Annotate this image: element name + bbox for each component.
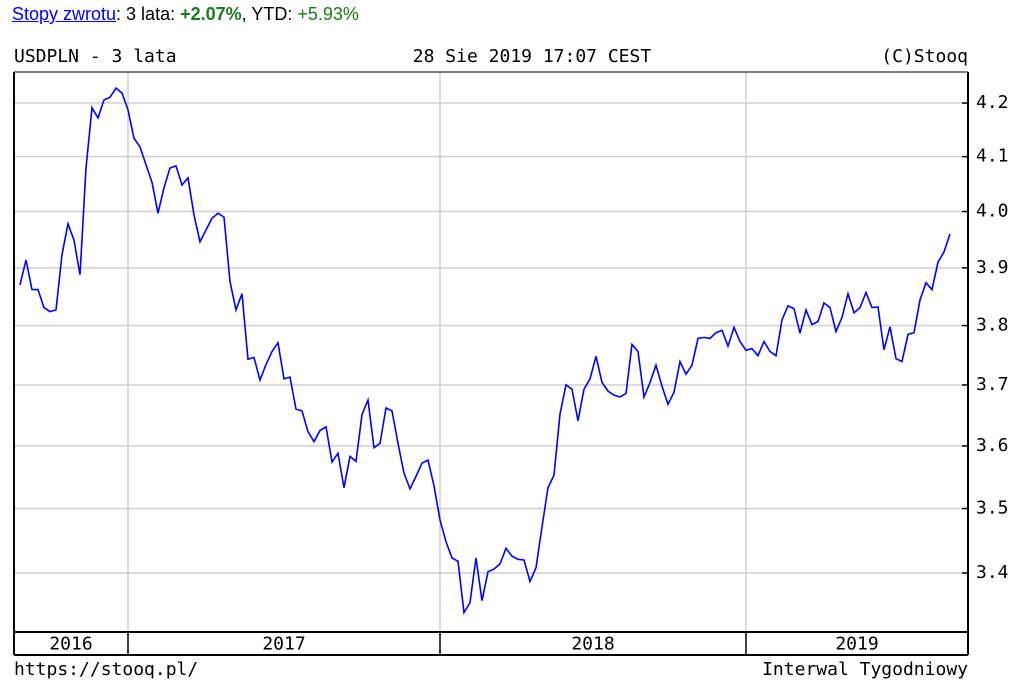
header-text: , YTD: — [241, 4, 298, 24]
copyright: (C)Stooq — [881, 46, 968, 67]
interval: Interwal Tygodniowy — [762, 659, 968, 680]
y-tick-label: 3.9 — [976, 257, 1009, 278]
y-tick-label: 3.4 — [976, 562, 1009, 583]
chart-title: USDPLN - 3 lata — [14, 46, 177, 67]
returns-link[interactable]: Stopy zwrotu — [12, 4, 117, 24]
x-tick-label: 2017 — [262, 634, 305, 655]
y-tick-label: 4.1 — [976, 146, 1009, 167]
y-tick-label: 3.5 — [976, 498, 1009, 519]
y-tick-label: 3.7 — [976, 374, 1009, 395]
header-text: : 3 lata: — [116, 4, 181, 24]
returns-header: Stopy zwrotu: 3 lata: +2.07%, YTD: +5.93… — [12, 4, 359, 25]
header-text: +2.07% — [180, 4, 242, 24]
timestamp: 28 Sie 2019 17:07 CEST — [413, 46, 652, 67]
header-text: +5.93% — [297, 4, 359, 24]
y-tick-label: 4.0 — [976, 201, 1009, 222]
source: https://stooq.pl/ — [14, 659, 198, 680]
y-tick-label: 3.8 — [976, 315, 1009, 336]
x-tick-label: 2019 — [835, 634, 878, 655]
y-tick-label: 3.6 — [976, 435, 1009, 456]
price-line — [19, 87, 951, 616]
x-tick-label: 2018 — [571, 634, 614, 655]
y-tick-label: 4.2 — [976, 92, 1009, 113]
x-tick-label: 2016 — [49, 634, 92, 655]
